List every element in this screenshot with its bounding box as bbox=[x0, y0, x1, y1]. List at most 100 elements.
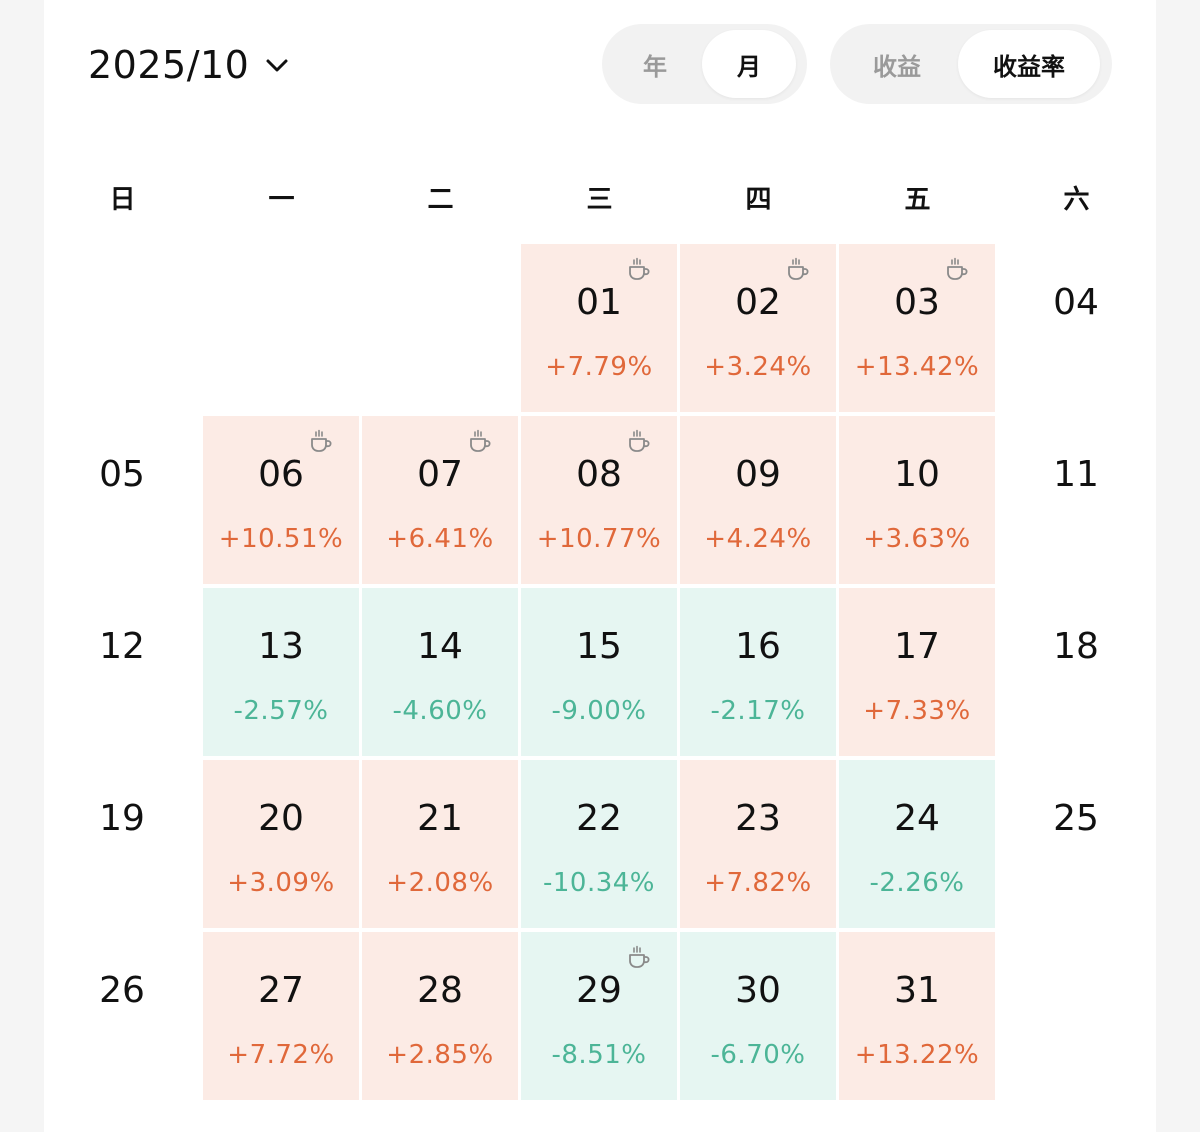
calendar-day-cell[interactable]: 02 +3.24% bbox=[680, 244, 836, 412]
day-number: 02 bbox=[735, 282, 781, 323]
calendar-day-cell[interactable]: 10 +3.63% bbox=[839, 416, 995, 584]
chevron-down-icon bbox=[263, 51, 291, 79]
calendar-day-cell[interactable]: 06 +10.51% bbox=[203, 416, 359, 584]
coffee-cup-icon bbox=[625, 944, 653, 972]
day-return-rate: +3.09% bbox=[227, 868, 335, 898]
day-return-rate: -4.60% bbox=[392, 696, 488, 726]
day-number: 17 bbox=[894, 626, 940, 667]
day-return-rate: -6.70% bbox=[710, 1040, 806, 1070]
day-return-rate: +7.33% bbox=[863, 696, 971, 726]
coffee-cup-icon bbox=[307, 428, 335, 456]
calendar-day-cell[interactable]: 19 bbox=[44, 760, 200, 928]
calendar-day-cell[interactable]: 09 +4.24% bbox=[680, 416, 836, 584]
day-return-rate: -2.26% bbox=[869, 868, 965, 898]
day-number: 07 bbox=[417, 454, 463, 495]
calendar-day-cell[interactable]: 20 +3.09% bbox=[203, 760, 359, 928]
day-return-rate: -9.00% bbox=[551, 696, 647, 726]
month-selector[interactable]: 2025/10 bbox=[88, 38, 291, 92]
day-return-rate: +13.42% bbox=[854, 352, 980, 382]
calendar-day-cell[interactable]: 29 -8.51% bbox=[521, 932, 677, 1100]
coffee-cup-icon bbox=[466, 428, 494, 456]
weekday-label: 日 bbox=[109, 185, 136, 215]
calendar-day-cell[interactable]: 01 +7.79% bbox=[521, 244, 677, 412]
day-number: 25 bbox=[1053, 798, 1099, 839]
calendar-day-cell[interactable]: 16 -2.17% bbox=[680, 588, 836, 756]
day-return-rate: +3.24% bbox=[704, 352, 812, 382]
day-number: 26 bbox=[99, 970, 145, 1011]
calendar-header: 2025/10 年 月 收益 收益率 bbox=[44, 0, 1156, 130]
calendar-day-cell[interactable]: 28 +2.85% bbox=[362, 932, 518, 1100]
day-number: 24 bbox=[894, 798, 940, 839]
metric-option-return-rate[interactable]: 收益率 bbox=[958, 30, 1100, 98]
weekday-label: 六 bbox=[1063, 185, 1090, 215]
calendar-day-cell[interactable]: 26 bbox=[44, 932, 200, 1100]
day-return-rate: +6.41% bbox=[386, 524, 494, 554]
day-number: 30 bbox=[735, 970, 781, 1011]
day-return-rate: +10.51% bbox=[218, 524, 344, 554]
weekday-label: 五 bbox=[904, 185, 931, 215]
day-number: 01 bbox=[576, 282, 622, 323]
calendar-day-cell[interactable]: 18 bbox=[998, 588, 1154, 756]
coffee-cup-icon bbox=[625, 256, 653, 284]
day-return-rate: -2.17% bbox=[710, 696, 806, 726]
calendar-day-cell[interactable]: 08 +10.77% bbox=[521, 416, 677, 584]
weekday-header: 日一二三四五六 bbox=[44, 180, 1156, 220]
calendar-day-cell[interactable]: 05 bbox=[44, 416, 200, 584]
day-number: 21 bbox=[417, 798, 463, 839]
day-number: 12 bbox=[99, 626, 145, 667]
day-number: 15 bbox=[576, 626, 622, 667]
period-option-month[interactable]: 月 bbox=[702, 30, 796, 98]
calendar-card: 2025/10 年 月 收益 收益率 日 一 二 三 四 五 六 01 +7.79% 02 +3.… bbox=[44, 0, 1156, 1132]
day-return-rate: +2.08% bbox=[386, 868, 494, 898]
calendar-day-cell[interactable]: 13 -2.57% bbox=[203, 588, 359, 756]
day-number: 18 bbox=[1053, 626, 1099, 667]
day-number: 29 bbox=[576, 970, 622, 1011]
calendar-day-cell[interactable]: 23 +7.82% bbox=[680, 760, 836, 928]
metric-option-return[interactable]: 收益 bbox=[873, 52, 921, 81]
day-number: 08 bbox=[576, 454, 622, 495]
day-return-rate: +10.77% bbox=[536, 524, 662, 554]
day-number: 03 bbox=[894, 282, 940, 323]
weekday-label: 一 bbox=[268, 185, 295, 215]
coffee-cup-icon bbox=[943, 256, 971, 284]
calendar-day-cell[interactable]: 11 bbox=[998, 416, 1154, 584]
day-number: 27 bbox=[258, 970, 304, 1011]
calendar-day-cell[interactable]: 03 +13.42% bbox=[839, 244, 995, 412]
day-number: 31 bbox=[894, 970, 940, 1011]
coffee-cup-icon bbox=[784, 256, 812, 284]
day-number: 06 bbox=[258, 454, 304, 495]
calendar-day-cell[interactable]: 25 bbox=[998, 760, 1154, 928]
weekday-label: 三 bbox=[586, 185, 613, 215]
calendar-day-cell[interactable]: 17 +7.33% bbox=[839, 588, 995, 756]
day-number: 23 bbox=[735, 798, 781, 839]
month-label: 2025/10 bbox=[88, 43, 250, 87]
weekday-label: 二 bbox=[427, 185, 454, 215]
day-return-rate: -8.51% bbox=[551, 1040, 647, 1070]
day-number: 19 bbox=[99, 798, 145, 839]
calendar-day-cell[interactable]: 22 -10.34% bbox=[521, 760, 677, 928]
calendar-day-cell[interactable]: 12 bbox=[44, 588, 200, 756]
calendar-day-cell[interactable]: 14 -4.60% bbox=[362, 588, 518, 756]
day-return-rate: +7.79% bbox=[545, 352, 653, 382]
calendar-day-cell[interactable]: 04 bbox=[998, 244, 1154, 412]
calendar-day-cell[interactable]: 21 +2.08% bbox=[362, 760, 518, 928]
day-number: 05 bbox=[99, 454, 145, 495]
day-number: 09 bbox=[735, 454, 781, 495]
day-number: 14 bbox=[417, 626, 463, 667]
calendar-day-cell[interactable]: 27 +7.72% bbox=[203, 932, 359, 1100]
day-number: 16 bbox=[735, 626, 781, 667]
calendar-day-cell[interactable]: 07 +6.41% bbox=[362, 416, 518, 584]
calendar-day-cell[interactable]: 24 -2.26% bbox=[839, 760, 995, 928]
day-return-rate: +2.85% bbox=[386, 1040, 494, 1070]
coffee-cup-icon bbox=[625, 428, 653, 456]
period-option-year[interactable]: 年 bbox=[643, 52, 667, 81]
day-number: 28 bbox=[417, 970, 463, 1011]
day-return-rate: +13.22% bbox=[854, 1040, 980, 1070]
day-return-rate: +7.82% bbox=[704, 868, 812, 898]
calendar-day-cell[interactable]: 31 +13.22% bbox=[839, 932, 995, 1100]
day-number: 13 bbox=[258, 626, 304, 667]
day-number: 20 bbox=[258, 798, 304, 839]
calendar-day-cell[interactable]: 15 -9.00% bbox=[521, 588, 677, 756]
day-return-rate: +3.63% bbox=[863, 524, 971, 554]
calendar-day-cell[interactable]: 30 -6.70% bbox=[680, 932, 836, 1100]
